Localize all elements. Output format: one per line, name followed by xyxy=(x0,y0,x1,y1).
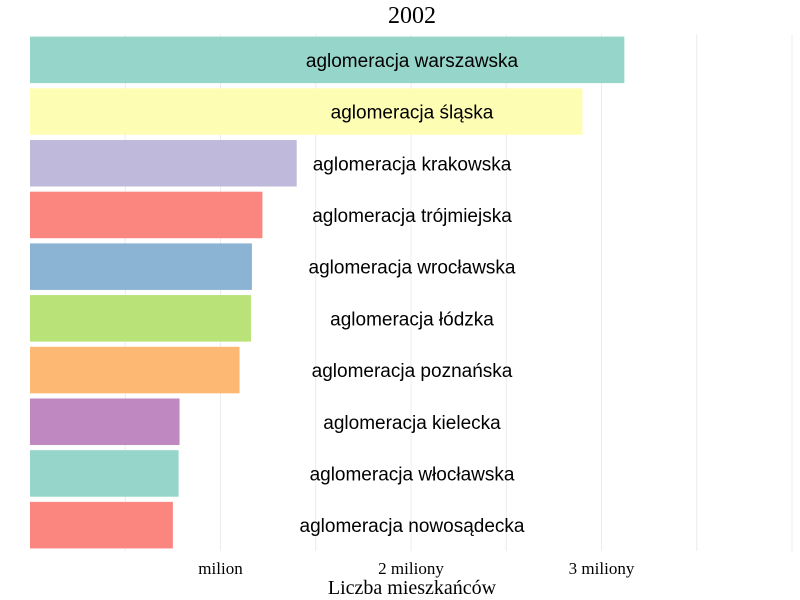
bar-label: aglomeracja śląska xyxy=(331,103,494,124)
bar-label: aglomeracja kielecka xyxy=(323,413,501,434)
bar xyxy=(30,88,583,135)
bar-label: aglomeracja krakowska xyxy=(313,154,512,175)
bar xyxy=(30,243,252,290)
x-axis-ticks: milion 2 miliony 3 miliony xyxy=(198,559,635,578)
bar-label: aglomeracja warszawska xyxy=(306,51,519,72)
bar-labels: aglomeracja warszawska aglomeracja śląska… xyxy=(300,51,525,537)
bar-label: aglomeracja włocławska xyxy=(310,464,515,485)
bar xyxy=(30,450,179,497)
bar-label: aglomeracja nowosądecka xyxy=(300,516,525,537)
bar xyxy=(30,398,180,446)
x-tick-label: milion xyxy=(198,559,243,578)
x-tick-label: 2 miliony xyxy=(378,559,444,578)
bar-label: aglomeracja łódzka xyxy=(330,309,494,330)
bar xyxy=(30,139,297,187)
bar xyxy=(30,501,173,549)
bar xyxy=(30,191,263,239)
bar xyxy=(30,346,240,394)
bar xyxy=(30,36,625,84)
x-tick-label: 3 miliony xyxy=(569,559,635,578)
chart-title: 2002 xyxy=(388,3,436,29)
bar-label: aglomeracja wrocławska xyxy=(309,258,516,279)
bar xyxy=(30,295,251,342)
bar-label: aglomeracja poznańska xyxy=(312,361,513,382)
x-axis-label: Liczba mieszkańców xyxy=(328,577,497,599)
bar-label: aglomeracja trójmiejska xyxy=(312,206,512,227)
bars xyxy=(30,36,625,549)
